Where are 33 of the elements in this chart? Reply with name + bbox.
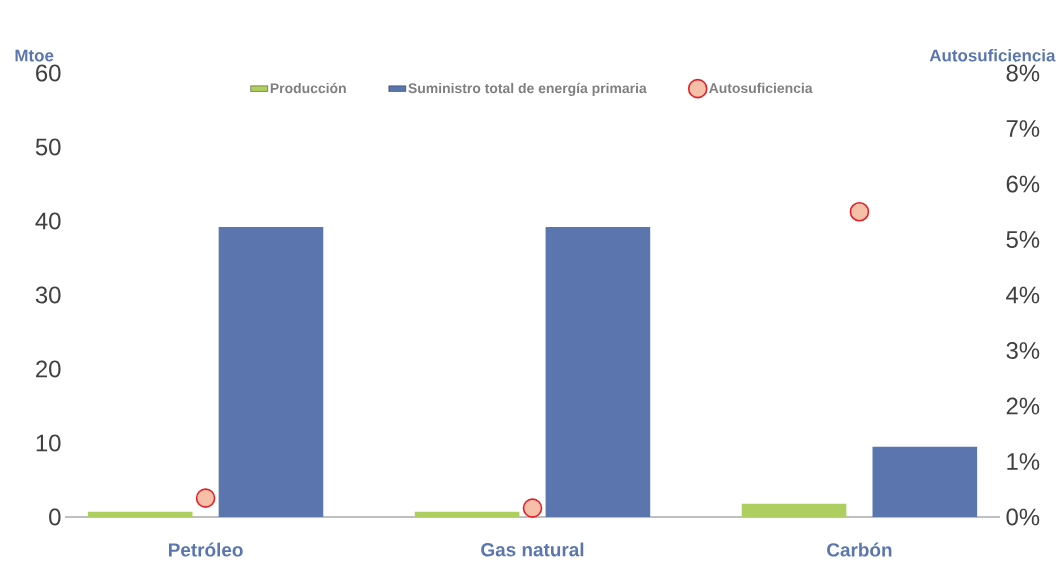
- y-tick-label: 30: [35, 286, 61, 304]
- y-axis-title: Mtoe: [15, 49, 54, 62]
- y2-tick-label: 6%: [1006, 175, 1040, 193]
- y2-tick-label: 3%: [1006, 342, 1040, 359]
- y2-tick-label: 4%: [1006, 286, 1040, 304]
- y-tick-label: 40: [35, 212, 61, 230]
- point: [522, 498, 543, 518]
- y-tick-label: 50: [35, 138, 61, 156]
- legend-label: Autosuficiencia: [709, 82, 813, 94]
- bar: [218, 226, 324, 517]
- bar: [87, 511, 193, 517]
- y-tick-label: 10: [36, 434, 61, 452]
- x-tick-label: Gas natural: [481, 542, 584, 557]
- point: [195, 488, 216, 508]
- x-tick-label: Carbón: [827, 542, 892, 557]
- legend-label: Producción: [270, 82, 346, 94]
- bar: [741, 503, 847, 517]
- y2-tick-label: 5%: [1006, 231, 1040, 248]
- y2-tick-label: 8%: [1006, 64, 1040, 82]
- bar: [545, 226, 651, 517]
- y2-axis-title: Autosuficiencia: [929, 49, 1056, 62]
- y-tick-label: 60: [36, 64, 61, 82]
- legend-label: Suministro total de energía primaria: [408, 82, 647, 96]
- x-tick-label: Petróleo: [168, 542, 243, 557]
- point: [849, 201, 870, 222]
- y2-tick-label: 1%: [1007, 453, 1040, 470]
- bar: [414, 511, 520, 517]
- y-tick-label: 0: [49, 508, 61, 526]
- bar: [872, 446, 978, 517]
- y2-tick-label: 2%: [1006, 397, 1040, 415]
- y2-tick-label: 0%: [1006, 508, 1040, 526]
- y2-tick-label: 7%: [1006, 120, 1040, 137]
- y-tick-label: 20: [36, 360, 61, 378]
